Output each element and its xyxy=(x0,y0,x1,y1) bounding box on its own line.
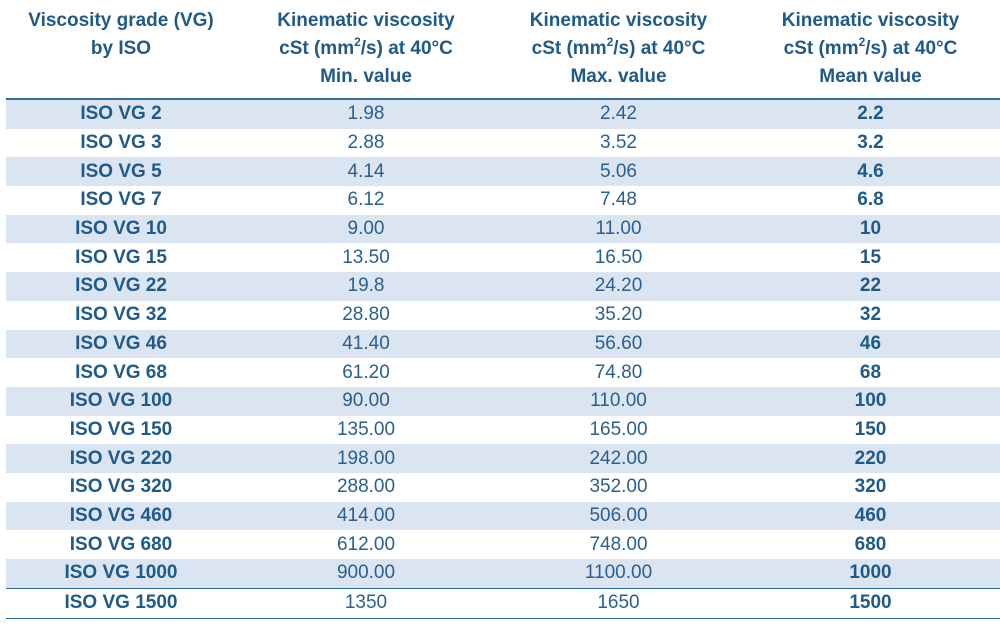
mean-value-cell: 15 xyxy=(859,246,882,268)
min-value-cell: 90.00 xyxy=(342,390,390,412)
max-value-cell: 748.00 xyxy=(589,533,648,555)
mean-value-cell: 4.6 xyxy=(857,160,884,182)
table-row: ISO VG 32 28.80 35.20 32 xyxy=(6,301,1000,330)
table-row: ISO VG 460 414.00 506.00 460 xyxy=(6,501,1000,531)
grade-cell: ISO VG 680 xyxy=(69,533,173,555)
min-value-cell: 4.14 xyxy=(347,160,385,182)
grade-cell: ISO VG 7 xyxy=(80,189,162,211)
grade-cell: ISO VG 68 xyxy=(75,361,167,383)
max-value-cell: 11.00 xyxy=(595,218,642,240)
grade-cell: ISO VG 15 xyxy=(75,246,167,268)
max-value-cell: 165.00 xyxy=(589,418,648,440)
grade-cell: ISO VG 22 xyxy=(75,275,167,297)
grade-cell: ISO VG 460 xyxy=(69,504,173,526)
header-mean-value: Kinematic viscosity cSt (mm2/s) at 40°C … xyxy=(781,10,960,87)
max-value-cell: 1650 xyxy=(597,592,640,614)
min-value-cell: 6.12 xyxy=(347,189,385,211)
header-max-value: Kinematic viscosity cSt (mm2/s) at 40°C … xyxy=(529,10,708,87)
mean-value-cell: 100 xyxy=(854,390,887,412)
table-row: ISO VG 680 612.00 748.00 680 xyxy=(6,530,1000,559)
table-row: ISO VG 7 6.12 7.48 6.8 xyxy=(6,186,1000,215)
grade-cell: ISO VG 1000 xyxy=(64,562,178,584)
mean-value-cell: 68 xyxy=(859,361,882,383)
min-value-cell: 9.00 xyxy=(347,218,385,240)
mean-value-cell: 220 xyxy=(854,447,887,469)
table-row: ISO VG 1500 1350 1650 1500 xyxy=(6,587,1000,619)
grade-cell: ISO VG 5 xyxy=(80,160,162,182)
grade-cell: ISO VG 320 xyxy=(69,476,173,498)
min-value-cell: 414.00 xyxy=(336,504,396,526)
table-row: ISO VG 2 1.98 2.42 2.2 xyxy=(6,100,1000,129)
max-value-cell: 110.00 xyxy=(590,390,647,412)
grade-cell: ISO VG 3 xyxy=(80,132,162,154)
min-value-cell: 61.20 xyxy=(342,361,390,383)
header-min-value: Kinematic viscosity cSt (mm2/s) at 40°C … xyxy=(277,10,455,87)
mean-value-cell: 10 xyxy=(859,218,882,240)
mean-value-cell: 320 xyxy=(854,476,887,498)
table-row: ISO VG 68 61.20 74.80 68 xyxy=(6,358,1000,387)
grade-cell: ISO VG 32 xyxy=(75,304,167,326)
min-value-cell: 135.00 xyxy=(336,418,396,440)
max-value-cell: 24.20 xyxy=(594,275,643,297)
min-value-cell: 19.8 xyxy=(347,275,385,297)
mean-value-cell: 3.2 xyxy=(857,132,884,154)
max-value-cell: 506.00 xyxy=(589,504,648,526)
table-row: ISO VG 220 198.00 242.00 220 xyxy=(6,444,1000,473)
min-value-cell: 41.40 xyxy=(342,332,390,354)
table-body: ISO VG 2 1.98 2.42 2.2 ISO VG 3 2.88 3.52 3.2 IS… xyxy=(6,100,1000,619)
min-value-cell: 1.98 xyxy=(347,103,385,125)
max-value-cell: 242.00 xyxy=(589,447,648,469)
mean-value-cell: 46 xyxy=(859,332,882,354)
grade-cell: ISO VG 1500 xyxy=(64,592,178,614)
min-value-cell: 2.88 xyxy=(347,132,385,154)
grade-cell: ISO VG 220 xyxy=(69,447,173,469)
table-row: ISO VG 15 13.50 16.50 15 xyxy=(6,243,1000,272)
min-value-cell: 1350 xyxy=(344,592,388,614)
mean-value-cell: 22 xyxy=(859,275,882,297)
table-row: ISO VG 100 90.00 110.00 100 xyxy=(6,386,1000,416)
min-value-cell: 288.00 xyxy=(336,476,396,498)
table-row: ISO VG 5 4.14 5.06 4.6 xyxy=(6,157,1000,187)
min-value-cell: 900.00 xyxy=(336,562,396,584)
viscosity-table: Viscosity grade (VG) by ISO Kinematic vi… xyxy=(6,0,1000,619)
min-value-cell: 198.00 xyxy=(336,447,396,469)
table-header: Viscosity grade (VG) by ISO Kinematic vi… xyxy=(6,0,1000,100)
max-value-cell: 3.52 xyxy=(600,132,637,154)
grade-cell: ISO VG 2 xyxy=(80,103,162,125)
max-value-cell: 16.50 xyxy=(594,246,643,268)
grade-cell: ISO VG 10 xyxy=(75,218,167,240)
table-row: ISO VG 1000 900.00 1100.00 1000 xyxy=(6,559,1000,588)
max-value-cell: 5.06 xyxy=(600,160,637,182)
max-value-cell: 1100.00 xyxy=(584,562,653,584)
table-row: ISO VG 320 288.00 352.00 320 xyxy=(6,473,1000,502)
mean-value-cell: 460 xyxy=(854,504,887,526)
mean-value-cell: 150 xyxy=(854,418,887,440)
min-value-cell: 612.00 xyxy=(336,533,396,555)
grade-cell: ISO VG 150 xyxy=(69,418,173,440)
table-row: ISO VG 46 41.40 56.60 46 xyxy=(6,329,1000,359)
max-value-cell: 74.80 xyxy=(594,361,643,383)
table-row: ISO VG 150 135.00 165.00 150 xyxy=(6,416,1000,445)
mean-value-cell: 1000 xyxy=(849,562,892,584)
grade-cell: ISO VG 100 xyxy=(69,390,173,412)
table-row: ISO VG 10 9.00 11.00 10 xyxy=(6,214,1000,244)
mean-value-cell: 680 xyxy=(854,533,887,555)
max-value-cell: 35.20 xyxy=(594,304,643,326)
max-value-cell: 352.00 xyxy=(589,476,648,498)
mean-value-cell: 6.8 xyxy=(857,189,884,211)
max-value-cell: 2.42 xyxy=(600,103,637,125)
mean-value-cell: 2.2 xyxy=(857,103,884,125)
grade-cell: ISO VG 46 xyxy=(75,332,167,354)
mean-value-cell: 1500 xyxy=(849,592,892,614)
header-viscosity-grade: Viscosity grade (VG) by ISO xyxy=(28,10,214,59)
mean-value-cell: 32 xyxy=(859,304,882,326)
min-value-cell: 13.50 xyxy=(342,246,390,268)
max-value-cell: 56.60 xyxy=(594,332,643,354)
max-value-cell: 7.48 xyxy=(600,189,637,211)
table-row: ISO VG 22 19.8 24.20 22 xyxy=(6,272,1000,301)
min-value-cell: 28.80 xyxy=(342,304,390,326)
table-row: ISO VG 3 2.88 3.52 3.2 xyxy=(6,129,1000,158)
